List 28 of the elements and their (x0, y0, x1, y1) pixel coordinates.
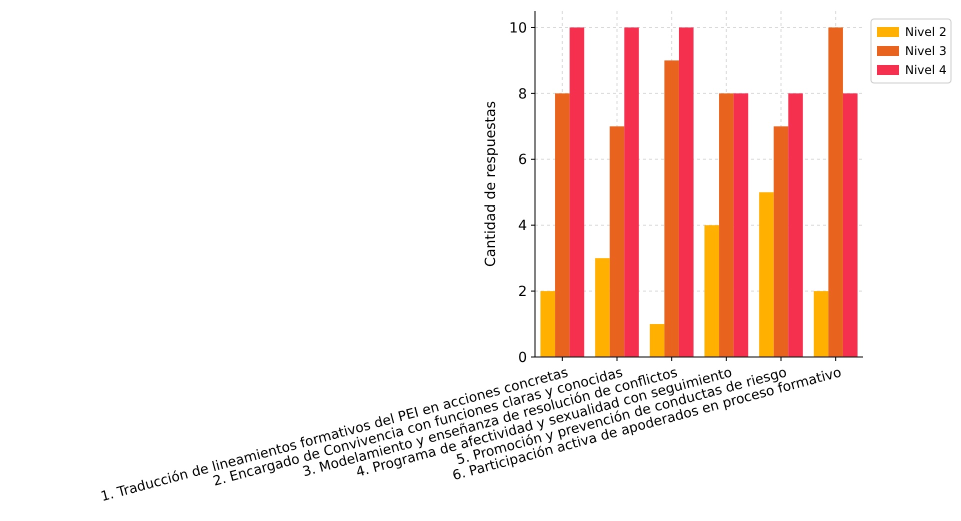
bar (624, 27, 639, 357)
y-tick-label: 8 (518, 86, 527, 102)
legend-label: Nivel 2 (905, 25, 947, 39)
y-tick-label: 6 (518, 152, 528, 168)
bar (719, 93, 734, 357)
y-tick-label: 4 (518, 218, 528, 234)
bar (759, 192, 774, 357)
bar (540, 291, 556, 357)
bar (828, 27, 843, 357)
bar (664, 60, 679, 357)
bar (842, 93, 858, 357)
bar (570, 27, 584, 357)
bar (734, 93, 748, 357)
bar (678, 27, 694, 357)
y-tick-label: 0 (518, 350, 527, 366)
bar (814, 291, 828, 357)
y-tick-label: 10 (509, 20, 527, 36)
y-tick-label: 2 (518, 284, 527, 300)
bar (788, 93, 803, 357)
y-axis-title: Cantidad de respuestas (483, 101, 499, 267)
legend-label: Nivel 4 (905, 63, 947, 77)
bar (704, 225, 720, 357)
bar (650, 324, 664, 357)
legend-label: Nivel 3 (905, 44, 947, 58)
bar (774, 126, 788, 357)
bar (610, 126, 624, 357)
bar (595, 258, 610, 357)
bar (555, 93, 570, 357)
